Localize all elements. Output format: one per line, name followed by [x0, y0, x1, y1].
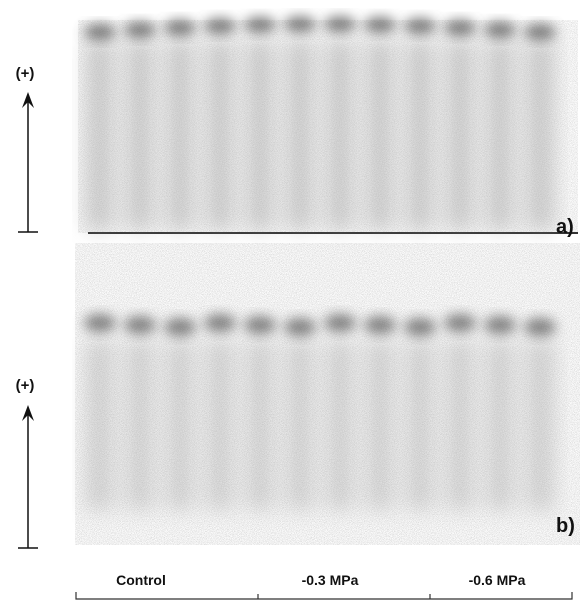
gel-band	[244, 316, 276, 334]
gel-band	[404, 318, 436, 336]
gel-band	[244, 16, 276, 33]
gel-band	[246, 40, 274, 230]
gel-band	[284, 318, 316, 336]
gel-band	[286, 40, 314, 230]
gel-band	[326, 340, 354, 510]
arrow-a	[18, 92, 38, 233]
gel-band	[286, 340, 314, 510]
gel-band	[364, 316, 396, 334]
gel-band	[206, 340, 234, 510]
gel-band	[366, 40, 394, 230]
gel-band	[406, 40, 434, 230]
gel-band	[524, 318, 556, 336]
gel-band	[364, 16, 396, 33]
gel-band	[444, 19, 476, 36]
group-label: Control	[116, 572, 166, 588]
gel-band	[446, 340, 474, 510]
gel-band	[204, 17, 236, 34]
gel-band	[164, 318, 196, 336]
gel-band	[326, 40, 354, 230]
group-label: -0.3 MPa	[302, 572, 359, 588]
gel-band	[124, 316, 156, 334]
gel-band	[486, 40, 514, 230]
gel-band	[84, 24, 116, 40]
gel-band	[484, 21, 516, 38]
gel-band	[406, 340, 434, 510]
gel-band	[526, 340, 554, 510]
gel-band	[444, 314, 476, 332]
panel-label: b)	[556, 515, 575, 537]
gel-band	[324, 16, 356, 33]
polarity-label: (+)	[16, 65, 35, 82]
gel-band	[246, 340, 274, 510]
gel-band	[166, 40, 194, 230]
gel-band	[446, 40, 474, 230]
gel-band	[366, 340, 394, 510]
gel-band	[86, 340, 114, 510]
gel-band	[324, 314, 356, 332]
gel-band	[126, 40, 154, 230]
panel-label: a)	[556, 216, 574, 238]
gel-band	[524, 24, 556, 40]
gel-band	[166, 340, 194, 510]
gel-band	[484, 316, 516, 334]
gel-band	[84, 314, 116, 332]
group-label: -0.6 MPa	[469, 572, 526, 588]
gel-band	[284, 16, 316, 33]
gel-panel-b	[75, 243, 580, 545]
gel-band	[164, 19, 196, 36]
gel-panel-a	[78, 16, 578, 234]
gel-band	[124, 21, 156, 38]
gel-band	[526, 40, 554, 230]
gel-band	[404, 17, 436, 34]
group-bracket	[75, 592, 573, 600]
polarity-label: (+)	[16, 377, 35, 394]
gel-band	[126, 340, 154, 510]
gel-band	[486, 340, 514, 510]
arrow-b	[18, 405, 38, 549]
gel-band	[204, 314, 236, 332]
gel-band	[86, 40, 114, 230]
gel-band	[206, 40, 234, 230]
